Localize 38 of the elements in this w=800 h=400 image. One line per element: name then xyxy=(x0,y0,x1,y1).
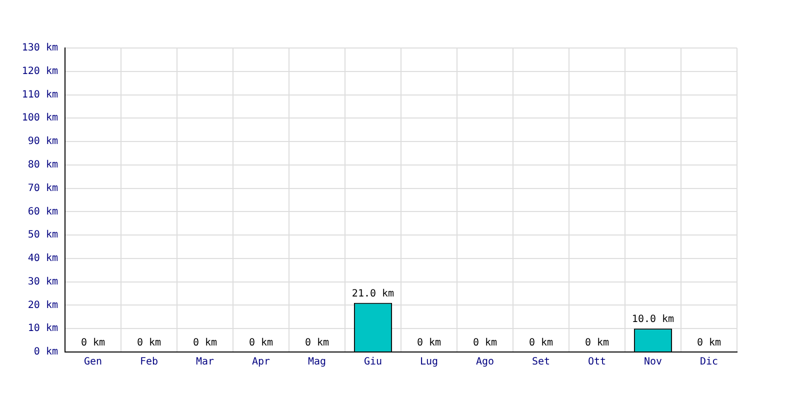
x-tick-label: Set xyxy=(532,356,550,368)
data-label: 10.0 km xyxy=(632,314,674,326)
data-label: 0 km xyxy=(472,338,498,349)
x-tick-label: Nov xyxy=(644,356,662,368)
data-label: 0 km xyxy=(136,338,162,349)
y-tick-label: 120 km xyxy=(22,66,58,77)
x-tick-label: Mar xyxy=(196,356,214,368)
y-tick-label: 60 km xyxy=(28,206,58,218)
y-tick-label: 40 km xyxy=(28,253,58,264)
data-label: 0 km xyxy=(192,338,218,349)
y-tick-label: 70 km xyxy=(28,182,58,194)
x-tick-label: Ago xyxy=(476,356,494,368)
x-tick-label: Mag xyxy=(308,356,326,368)
y-tick-label: 0 km xyxy=(34,346,58,358)
x-tick-label: Dic xyxy=(700,356,718,368)
data-label: 0 km xyxy=(304,338,330,349)
data-label: 0 km xyxy=(528,338,554,349)
y-tick-label: 130 km xyxy=(22,42,58,54)
data-label: 0 km xyxy=(248,338,274,349)
data-label: 0 km xyxy=(416,338,442,349)
x-tick-label: Ott xyxy=(588,356,606,368)
x-tick-label: Gen xyxy=(84,356,102,368)
x-tick-label: Giu xyxy=(364,356,382,368)
y-tick-label: 20 km xyxy=(28,300,58,311)
data-label: 21.0 km xyxy=(352,288,394,300)
x-tick-label: Lug xyxy=(420,356,438,368)
x-tick-label: Apr xyxy=(252,356,270,368)
y-tick-label: 100 km xyxy=(22,112,58,124)
data-label: 0 km xyxy=(696,338,722,349)
data-label: 0 km xyxy=(584,338,610,349)
y-tick-label: 50 km xyxy=(28,230,58,241)
y-tick-label: 90 km xyxy=(28,136,58,148)
x-tick-label: Feb xyxy=(140,356,158,368)
y-tick-label: 30 km xyxy=(28,276,58,288)
data-label: 0 km xyxy=(80,338,106,349)
y-tick-label: 10 km xyxy=(28,323,58,334)
y-tick-label: 110 km xyxy=(22,89,58,100)
y-tick-label: 80 km xyxy=(28,160,58,171)
